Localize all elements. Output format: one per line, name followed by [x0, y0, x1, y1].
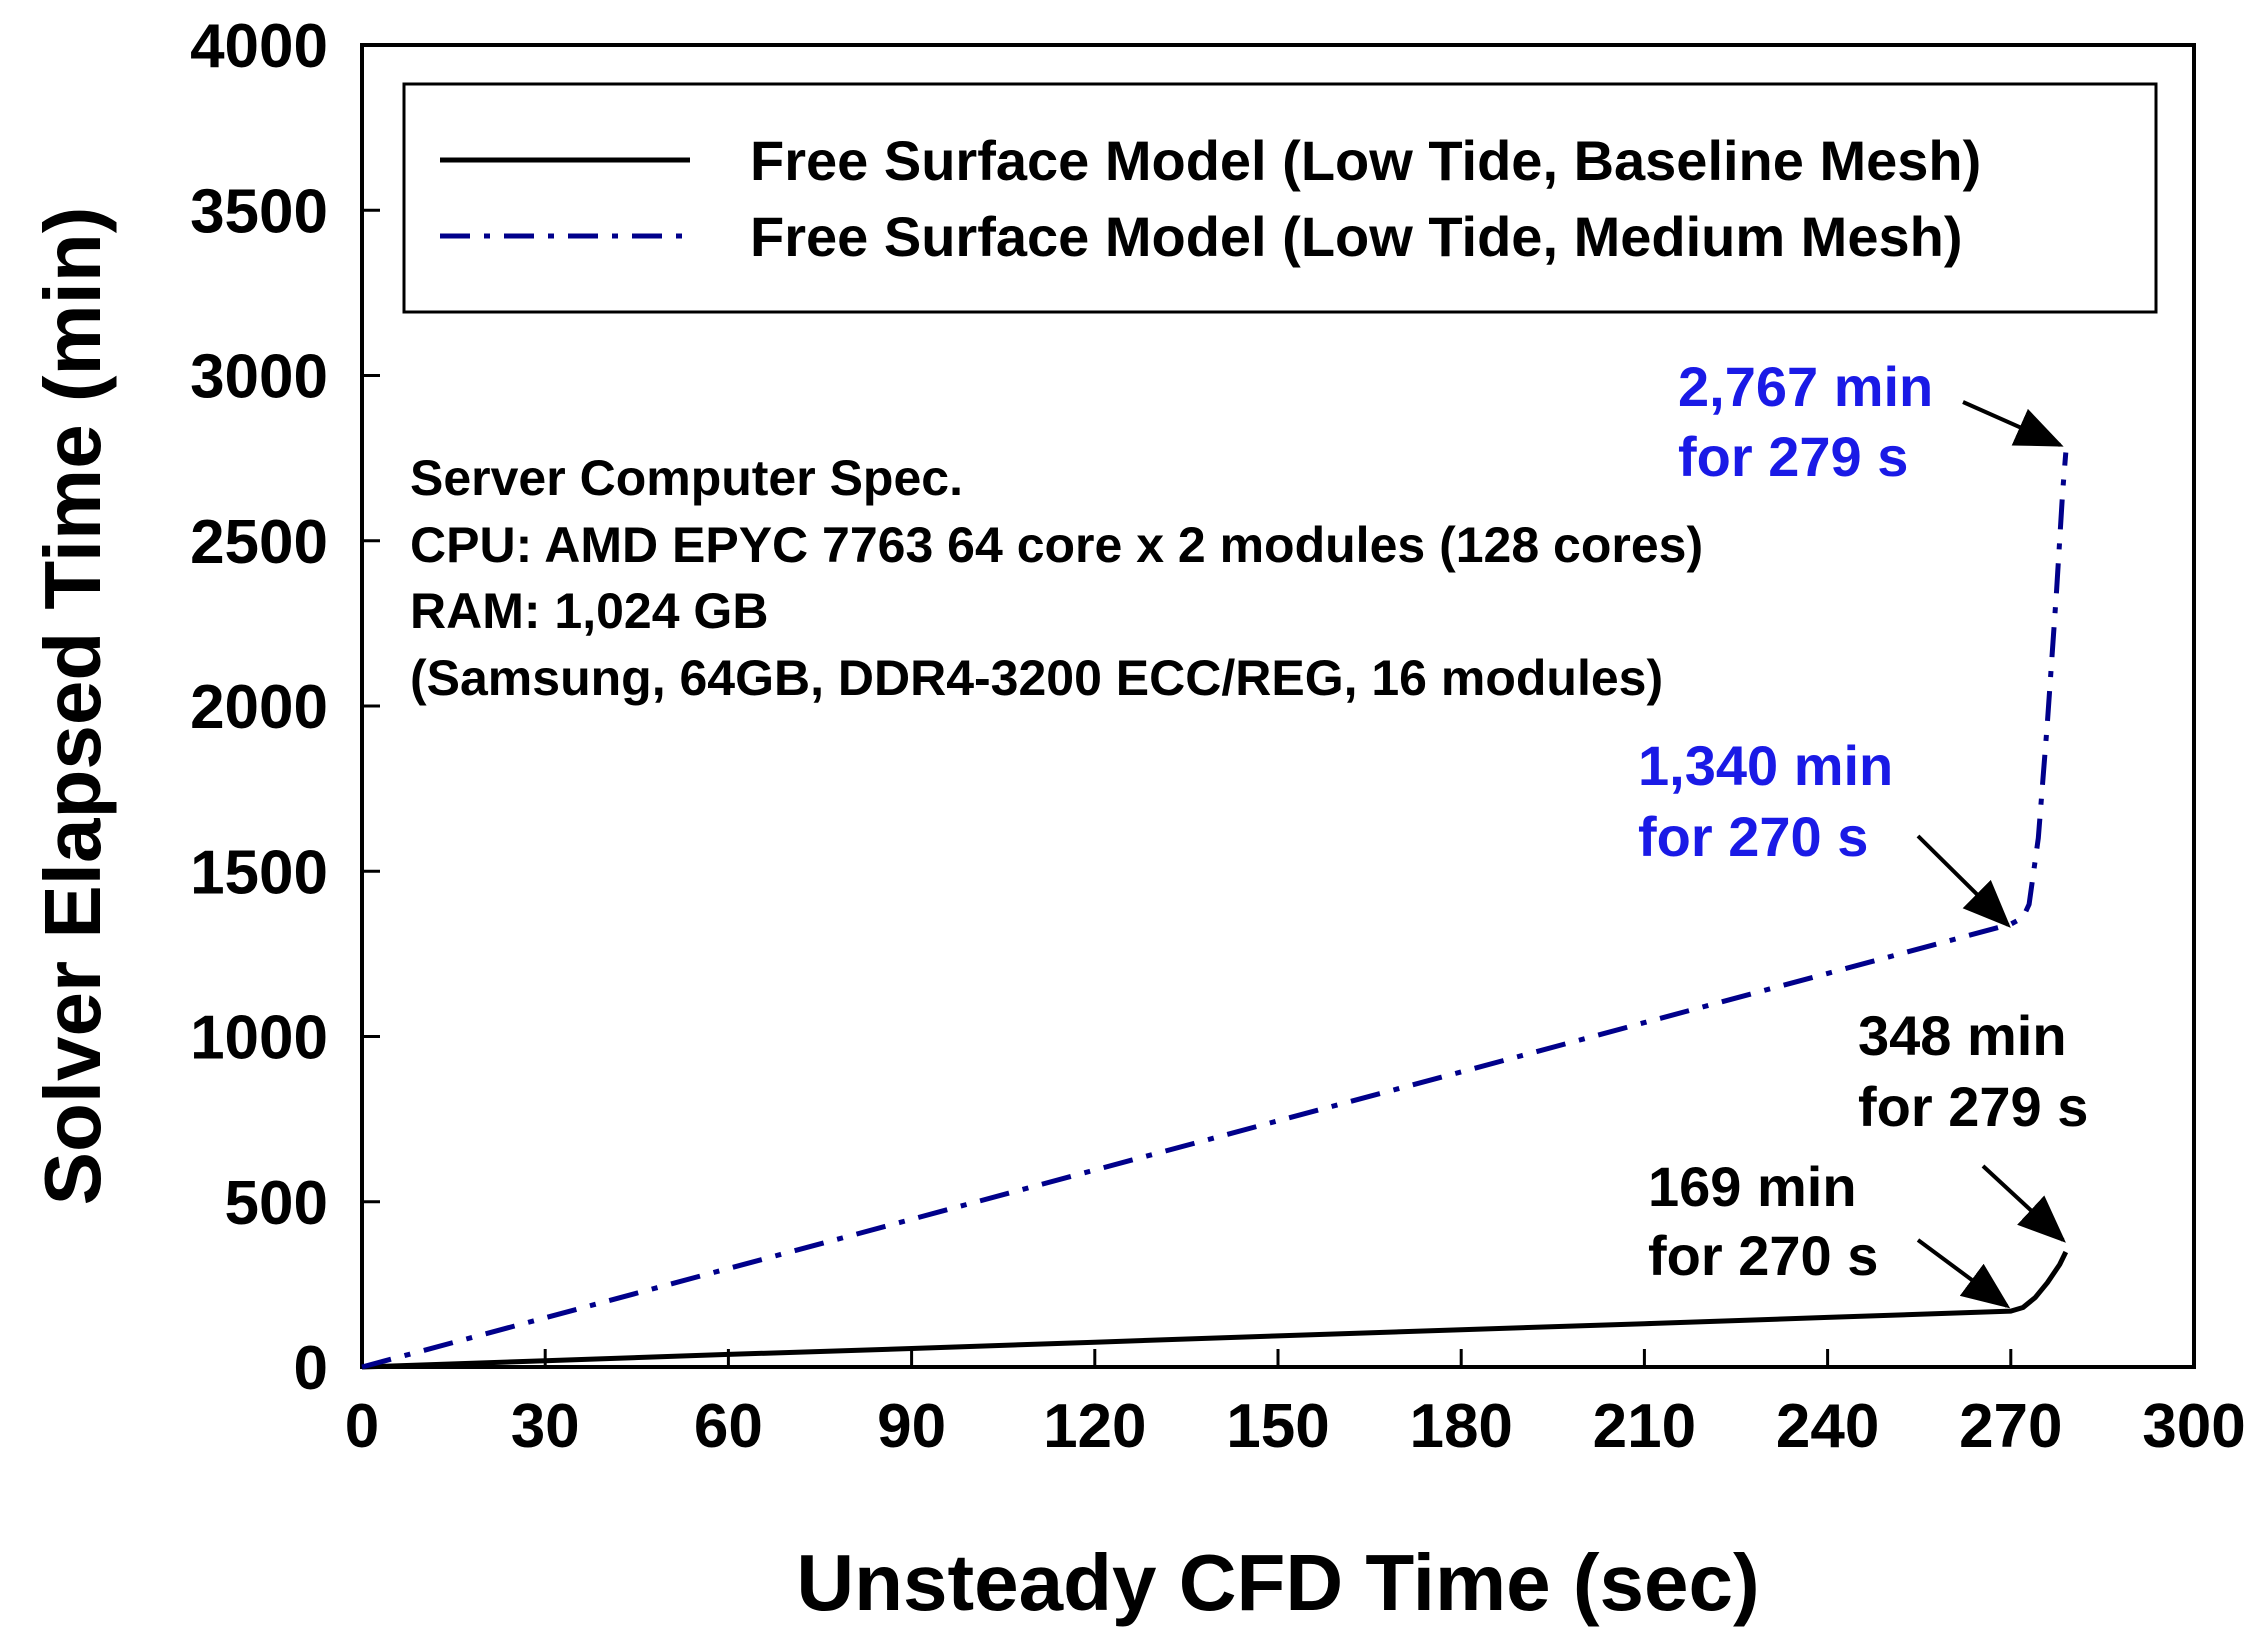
series-layer	[361, 452, 2069, 1370]
spec-note: Server Computer Spec. CPU: AMD EPYC 7763…	[410, 450, 1703, 706]
annotation-arrow	[1981, 1164, 2066, 1243]
legend-label-baseline-mesh: Free Surface Model (Low Tide, Baseline M…	[750, 129, 1981, 192]
spec-note-line: (Samsung, 64GB, DDR4-3200 ECC/REG, 16 mo…	[410, 650, 1663, 706]
annotation-text: 348 min	[1858, 1004, 2067, 1067]
x-tick-label: 210	[1593, 1392, 1696, 1461]
x-tick-label: 270	[1959, 1392, 2062, 1461]
y-tick-label: 4000	[190, 12, 328, 81]
y-axis-title: Solver Elapsed Time (min)	[28, 207, 117, 1206]
y-axis: 0 500 1000 1500 2000 2500 3000 3500 4000	[190, 12, 380, 1403]
x-tick-label: 300	[2142, 1392, 2245, 1461]
x-tick-label: 150	[1226, 1392, 1329, 1461]
annotation-1340: 1,340 min for 270 s	[1638, 734, 2011, 928]
legend-box	[402, 82, 2158, 314]
x-axis-title: Unsteady CFD Time (sec)	[796, 1538, 1759, 1627]
x-tick-label: 180	[1409, 1392, 1512, 1461]
annotation-348: 348 min for 279 s	[1858, 1004, 2088, 1243]
series-line-baseline-mesh	[361, 1250, 2069, 1370]
y-tick-label: 500	[225, 1169, 328, 1238]
annotation-169: 169 min for 270 s	[1648, 1155, 2011, 1309]
legend: Free Surface Model (Low Tide, Baseline M…	[402, 82, 2158, 314]
series-line-medium-mesh	[361, 452, 2069, 1370]
y-tick-label: 1000	[190, 1004, 328, 1073]
annotation-text: 2,767 min	[1678, 355, 1933, 418]
x-tick-label: 30	[511, 1392, 580, 1461]
annotation-text: for 270 s	[1638, 805, 1868, 868]
legend-label-medium-mesh: Free Surface Model (Low Tide, Medium Mes…	[750, 205, 1962, 268]
y-tick-label: 1500	[190, 838, 328, 907]
spec-note-line: CPU: AMD EPYC 7763 64 core x 2 modules (…	[410, 517, 1703, 573]
x-tick-label: 120	[1043, 1392, 1146, 1461]
y-tick-label: 2500	[190, 508, 328, 577]
annotation-arrow	[1916, 834, 2011, 928]
y-tick-label: 3500	[190, 177, 328, 246]
annotation-arrow	[1962, 400, 2064, 447]
annotation-text: for 270 s	[1648, 1224, 1878, 1287]
spec-note-line: Server Computer Spec.	[410, 450, 963, 506]
annotation-text: for 279 s	[1678, 425, 1908, 488]
y-tick-label: 0	[294, 1334, 328, 1403]
x-tick-label: 60	[694, 1392, 763, 1461]
annotation-text: 1,340 min	[1638, 734, 1893, 797]
annotation-text: 169 min	[1648, 1155, 1857, 1218]
y-tick-label: 2000	[190, 673, 328, 742]
y-tick-label: 3000	[190, 343, 328, 412]
x-tick-label: 240	[1776, 1392, 1879, 1461]
spec-note-line: RAM: 1,024 GB	[410, 583, 768, 639]
annotation-2767: 2,767 min for 279 s	[1678, 355, 2064, 488]
annotation-text: for 279 s	[1858, 1075, 2088, 1138]
x-tick-label: 90	[877, 1392, 946, 1461]
x-tick-label: 0	[345, 1392, 379, 1461]
annotation-arrow	[1916, 1238, 2011, 1309]
x-axis: 0 30 60 90 120 150 180 210 240 270 300	[345, 1349, 2246, 1461]
